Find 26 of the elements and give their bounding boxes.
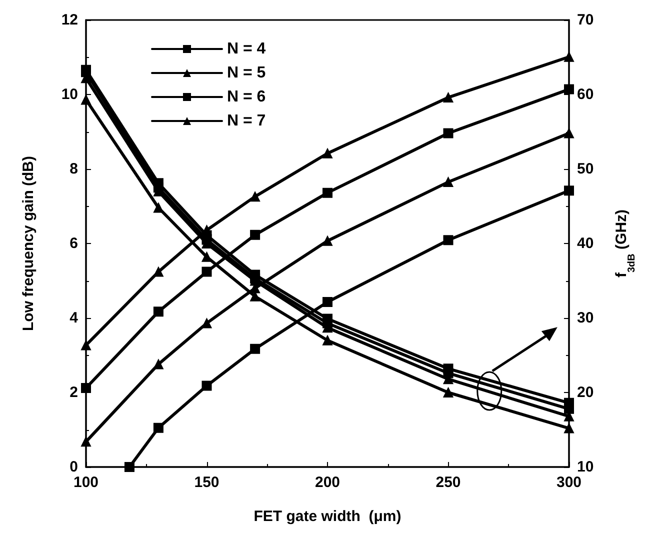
y2-tick-label: 20 bbox=[577, 384, 594, 401]
y2-tick-label: 70 bbox=[577, 12, 594, 28]
legend-label: N = 6 bbox=[227, 88, 266, 106]
y-tick-label: 0 bbox=[70, 458, 78, 476]
legend-label: N = 4 bbox=[227, 40, 266, 58]
legend-label: N = 7 bbox=[227, 112, 266, 130]
y2-axis-title: f3dB (GHz) bbox=[613, 209, 638, 278]
x-tick-label: 200 bbox=[314, 474, 340, 491]
x-tick-label: 300 bbox=[556, 474, 582, 491]
x-tick-label: 150 bbox=[194, 474, 220, 491]
y-axis-title: Low frequency gain (dB) bbox=[20, 156, 37, 332]
y-tick-label: 12 bbox=[61, 12, 78, 28]
y-tick-label: 6 bbox=[70, 235, 78, 252]
legend-label: N = 5 bbox=[227, 64, 266, 82]
y2-tick-label: 30 bbox=[577, 310, 594, 326]
y-tick-label: 4 bbox=[70, 310, 79, 326]
y2-tick-label: 10 bbox=[577, 458, 594, 476]
y2-tick-label: 40 bbox=[577, 235, 594, 252]
x-tick-label: 100 bbox=[73, 474, 99, 491]
y-tick-label: 2 bbox=[70, 384, 78, 401]
y-tick-label: 8 bbox=[70, 160, 78, 178]
y2-tick-label: 60 bbox=[577, 86, 594, 103]
x-tick-label: 250 bbox=[436, 474, 461, 491]
x-axis-title: FET gate width (μm) bbox=[254, 508, 402, 525]
y2-tick-label: 50 bbox=[577, 160, 594, 178]
y-tick-label: 10 bbox=[61, 86, 78, 103]
